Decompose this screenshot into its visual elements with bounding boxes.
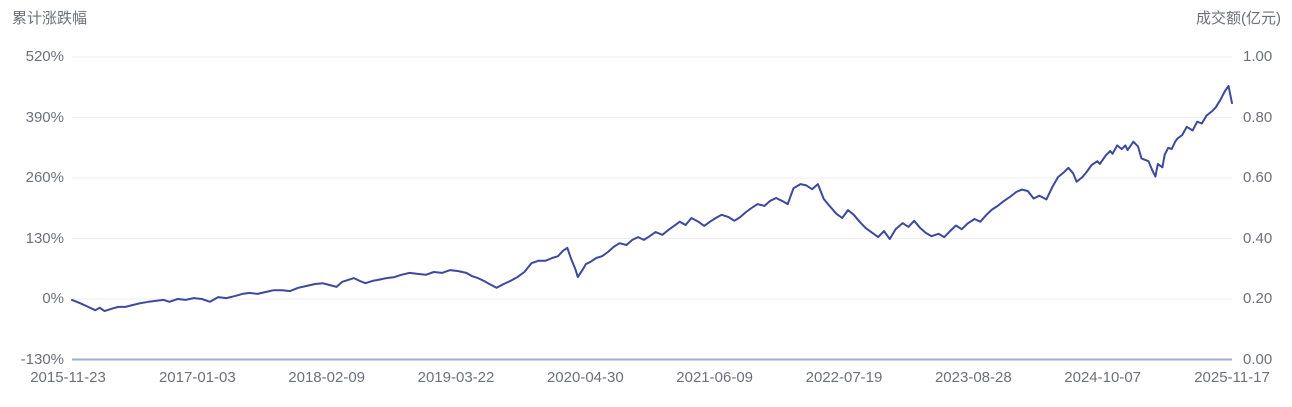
x-tick-label: 2021-06-09 (676, 369, 754, 386)
left-y-tick-label: -130% (20, 350, 64, 368)
cumulative-return-line[interactable] (71, 84, 1233, 313)
x-tick-label: 2025-11-17 (1194, 369, 1270, 386)
left-y-tick-label: 520% (25, 48, 64, 65)
right-y-tick-label: 0.80 (1243, 108, 1273, 126)
left-axis-title: 累计涨跌幅 (12, 10, 88, 27)
x-tick-label: 2018-02-09 (288, 369, 366, 386)
x-tick-label: 2017-01-03 (158, 369, 236, 386)
right-axis-title: 成交额(亿元) (1196, 10, 1281, 27)
left-y-tick-label: 130% (25, 229, 64, 247)
left-y-tick-label: 260% (25, 169, 64, 186)
x-tick-label: 2023-08-28 (934, 369, 1012, 386)
x-tick-label: 2020-04-30 (546, 369, 624, 386)
x-tick-label: 2022-07-19 (805, 369, 883, 386)
right-y-tick-label: 0.60 (1243, 169, 1273, 186)
x-tick-label: 2019-03-22 (417, 369, 495, 386)
right-y-tick-label: 0.40 (1243, 229, 1273, 247)
x-tick-label: 2024-10-07 (1064, 369, 1142, 386)
left-y-tick-label: 0% (42, 290, 64, 307)
x-tick-label: 2015-11-23 (30, 369, 106, 386)
left-y-tick-label: 390% (25, 108, 64, 126)
right-y-tick-label: 1.00 (1243, 48, 1273, 65)
right-y-tick-label: 0.20 (1243, 290, 1273, 307)
right-y-tick-label: 0.00 (1243, 350, 1273, 368)
